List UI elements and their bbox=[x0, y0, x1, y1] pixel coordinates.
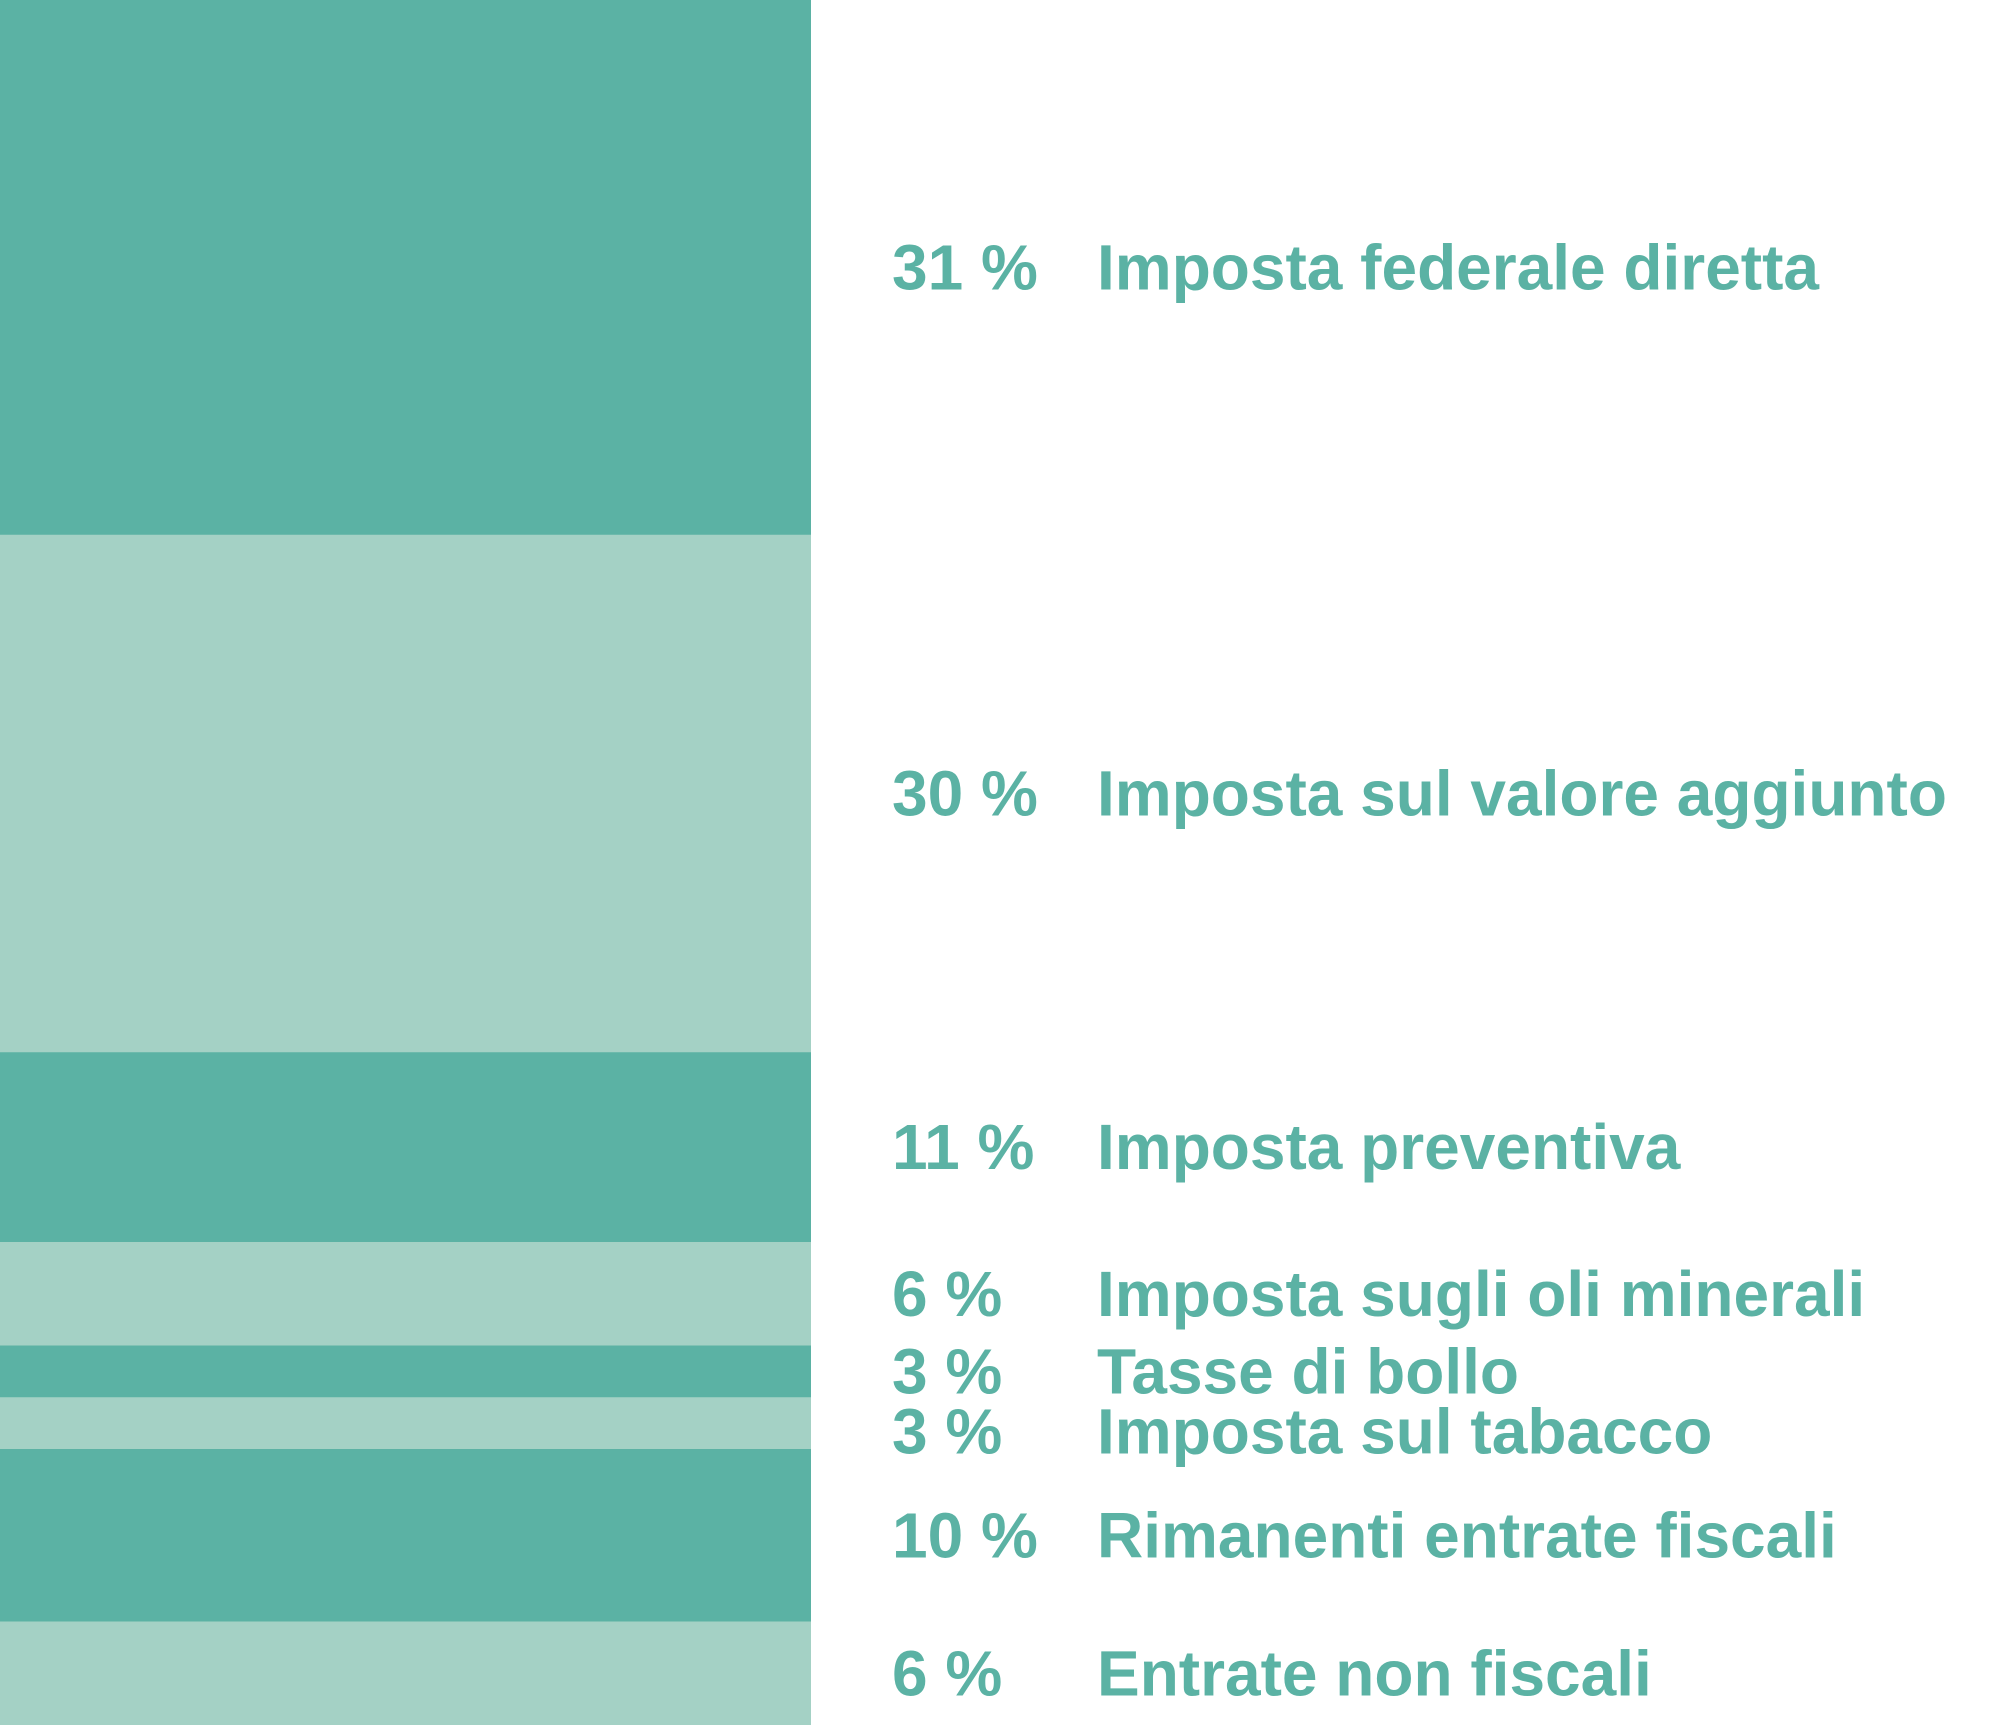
segment-category-label: Rimanenti entrate fiscali bbox=[1097, 1499, 1837, 1571]
bar-segment-1 bbox=[0, 0, 811, 536]
bar-segment-7 bbox=[0, 1449, 811, 1622]
segment-category-label: Tasse di bollo bbox=[1097, 1335, 1519, 1407]
bar-segment-3 bbox=[0, 1052, 811, 1243]
segment-category-label: Imposta preventiva bbox=[1097, 1111, 1681, 1183]
segment-category-label: Imposta federale diretta bbox=[1097, 231, 1819, 303]
bar-segment-6 bbox=[0, 1397, 811, 1450]
segment-value-label: 11 % bbox=[892, 1111, 1034, 1183]
segment-labels: 31 % Imposta federale diretta 30 % Imposta … bbox=[892, 231, 1947, 1709]
segment-value-label: 6 % bbox=[892, 1637, 1002, 1709]
bar-segment-8 bbox=[0, 1621, 811, 1725]
bar-segment-4 bbox=[0, 1242, 811, 1346]
segment-value-label: 31 % bbox=[892, 231, 1038, 303]
segment-value-label: 10 % bbox=[892, 1499, 1038, 1571]
segment-value-label: 3 % bbox=[892, 1335, 1002, 1407]
segment-category-label: Imposta sul tabacco bbox=[1097, 1395, 1712, 1467]
bar-segment-5 bbox=[0, 1345, 811, 1398]
segment-category-label: Entrate non fiscali bbox=[1097, 1637, 1652, 1709]
segment-value-label: 6 % bbox=[892, 1258, 1002, 1330]
segment-category-label: Imposta sugli oli minerali bbox=[1097, 1258, 1865, 1330]
segment-category-label: Imposta sul valore aggiunto bbox=[1097, 758, 1947, 830]
bar-segment-2 bbox=[0, 534, 811, 1053]
segment-value-label: 30 % bbox=[892, 758, 1038, 830]
segment-value-label: 3 % bbox=[892, 1395, 1002, 1467]
bar-segments bbox=[0, 0, 811, 1725]
